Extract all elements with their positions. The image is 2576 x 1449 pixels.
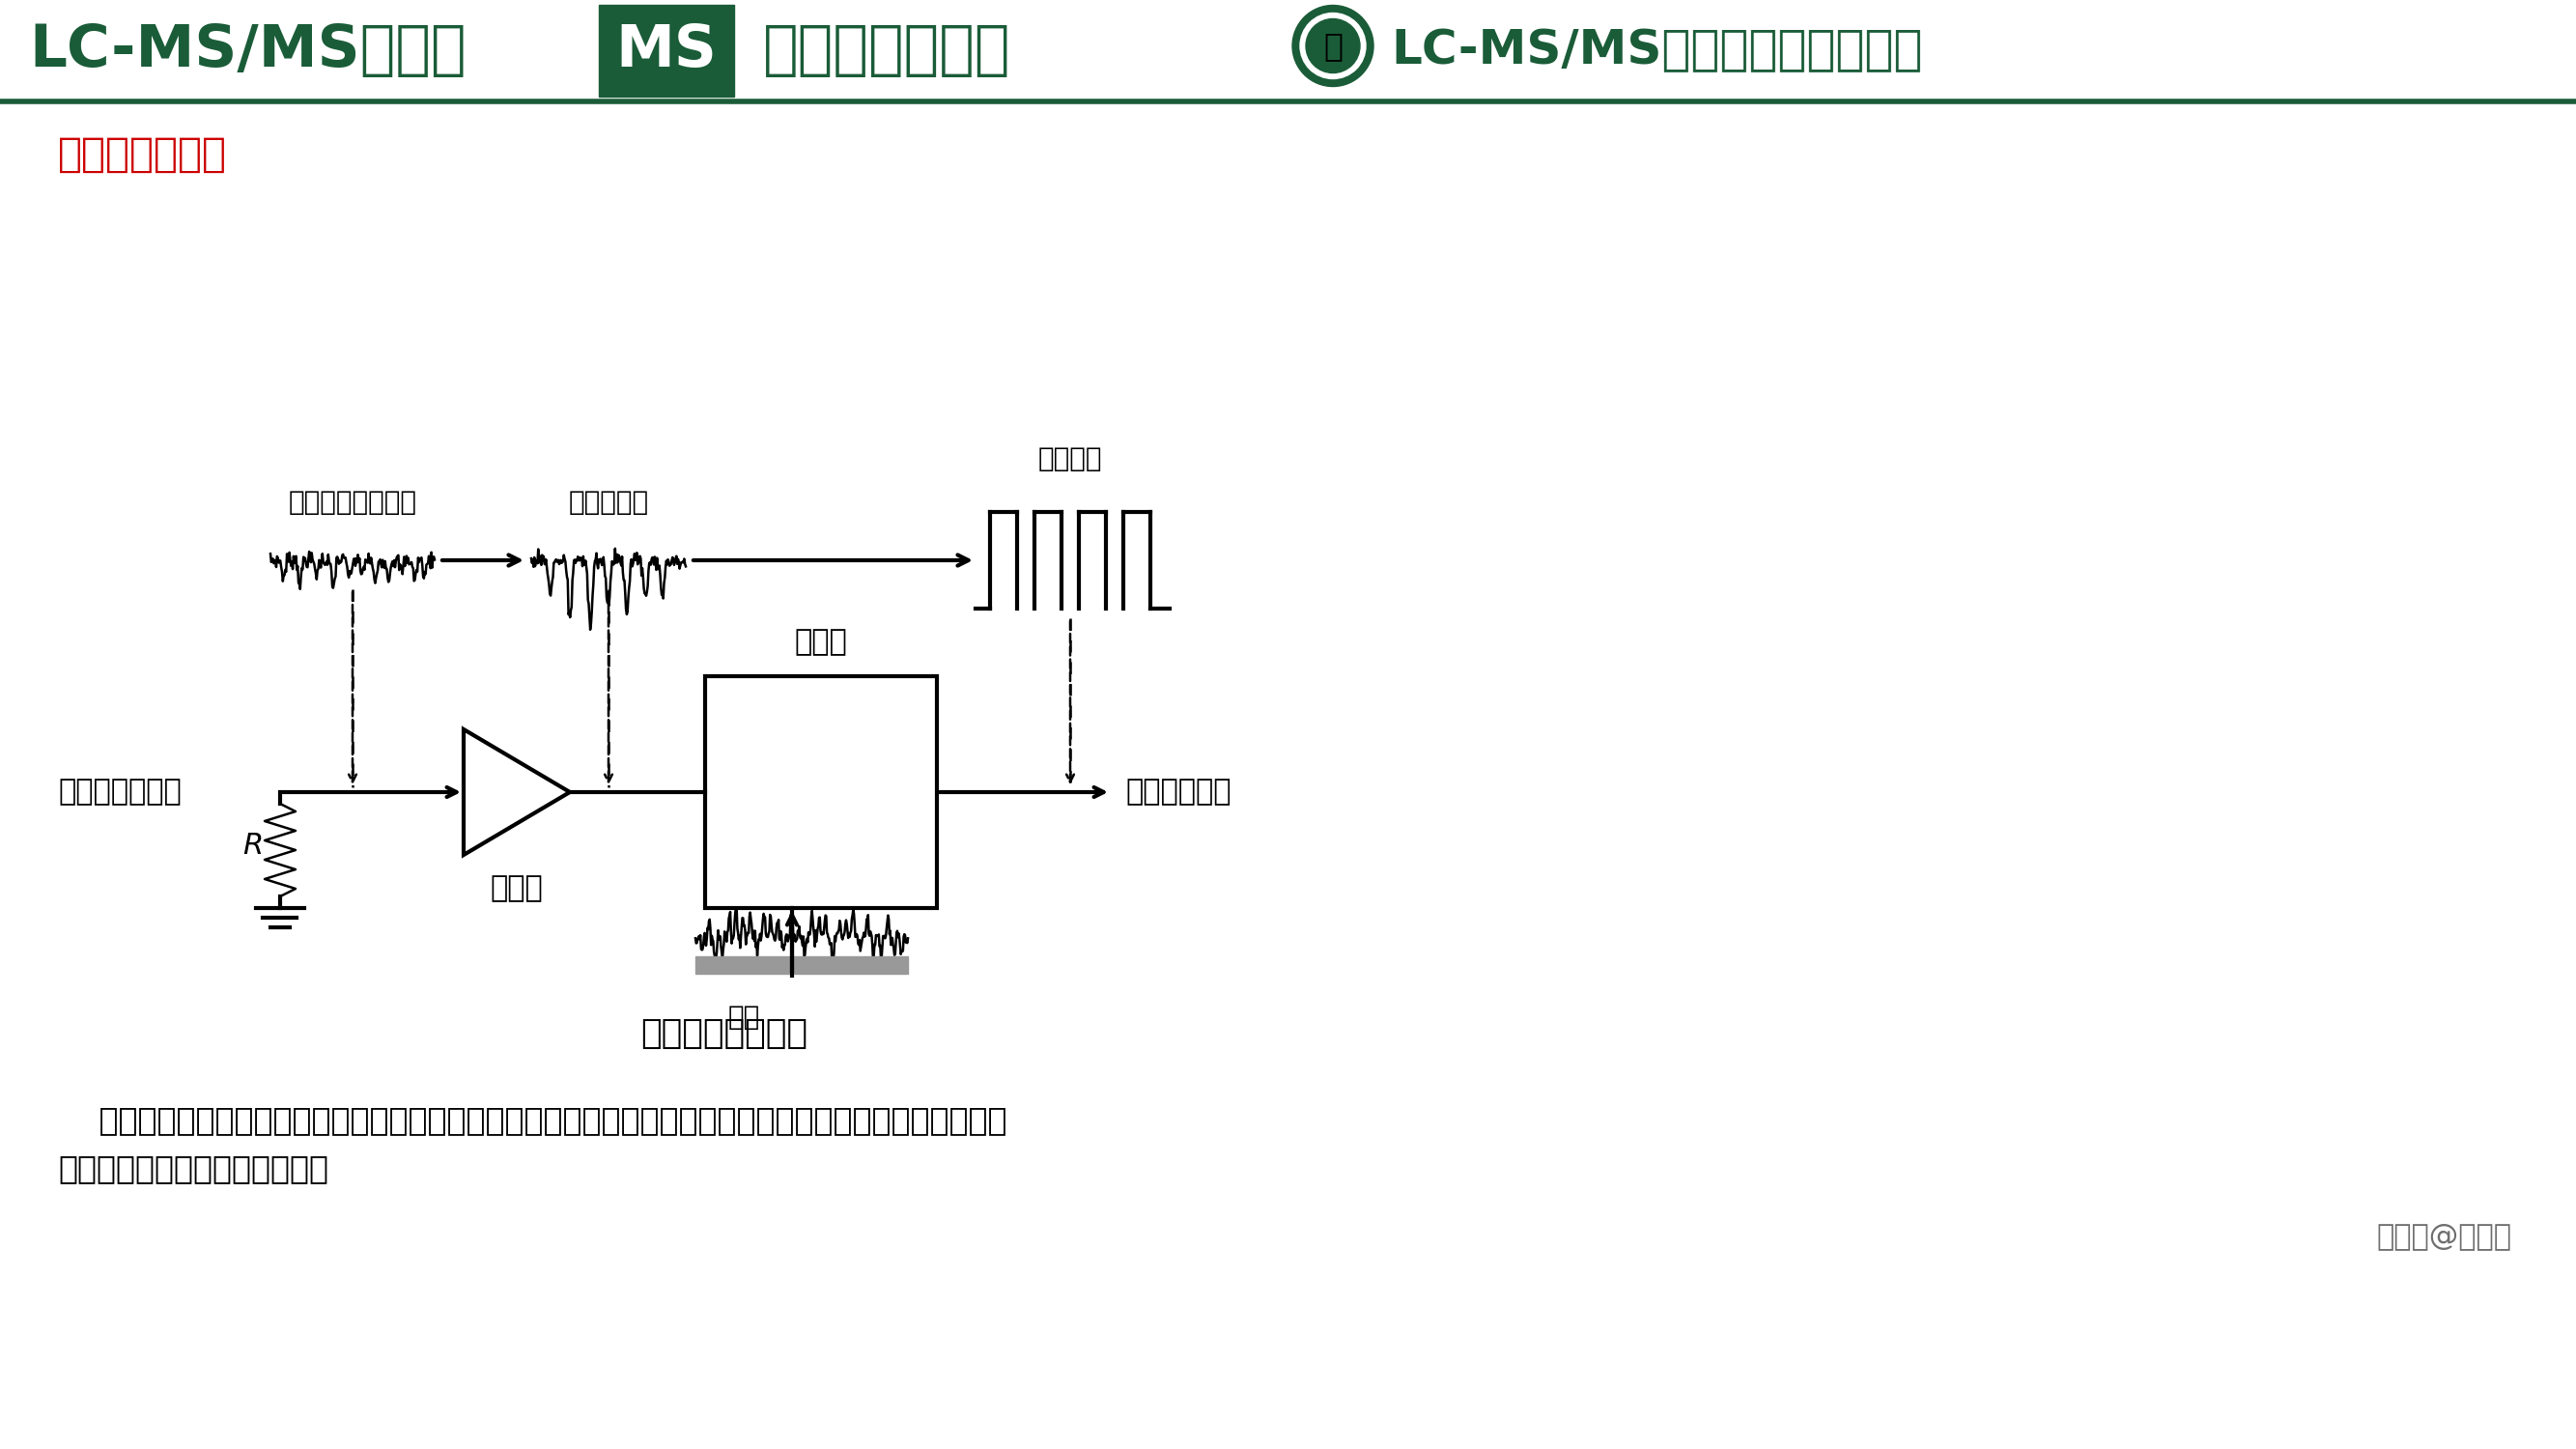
Text: 四极质量分析器: 四极质量分析器 <box>57 135 227 175</box>
Circle shape <box>1301 13 1365 78</box>
Text: 脉冲信号: 脉冲信号 <box>1038 445 1103 472</box>
Text: 到脉冲计数器: 到脉冲计数器 <box>1126 778 1231 806</box>
Text: 放大器: 放大器 <box>489 875 544 903</box>
Text: R: R <box>242 832 263 859</box>
Text: 阈值: 阈值 <box>726 1004 760 1030</box>
Text: 来自电子倍增器: 来自电子倍增器 <box>57 778 180 806</box>
Text: 脉冲计数检测系统: 脉冲计数检测系统 <box>641 1017 809 1051</box>
Text: 脉冲计数检测系统将超过阈值的信号转换称脉冲并对这些脉冲计数，设定高于电噪音级的阈值会消除电噪音: 脉冲计数检测系统将超过阈值的信号转换称脉冲并对这些脉冲计数，设定高于电噪音级的阈… <box>57 1104 1007 1136</box>
Text: 放大的信号: 放大的信号 <box>569 488 649 516</box>
Text: 📅: 📅 <box>1324 30 1342 62</box>
Text: 比较器: 比较器 <box>793 629 848 656</box>
Bar <box>598 4 734 97</box>
Text: 质量分析器介绍: 质量分析器介绍 <box>762 22 1010 80</box>
Bar <box>0 0 2576 101</box>
Text: LC-MS/MS的组成: LC-MS/MS的组成 <box>28 22 466 80</box>
Circle shape <box>1293 6 1373 87</box>
Text: LC-MS/MS（三重四级杆）介绍: LC-MS/MS（三重四级杆）介绍 <box>1391 28 1922 74</box>
Bar <box>706 677 938 909</box>
Text: 来自放大器的信号: 来自放大器的信号 <box>289 488 417 516</box>
Text: 并允许只对离子信号进行计数。: 并允许只对离子信号进行计数。 <box>57 1153 327 1185</box>
Bar <box>696 956 907 974</box>
Text: MS: MS <box>616 22 716 80</box>
Text: 搜狐号@基因狐: 搜狐号@基因狐 <box>2375 1223 2512 1250</box>
Circle shape <box>1306 19 1360 72</box>
